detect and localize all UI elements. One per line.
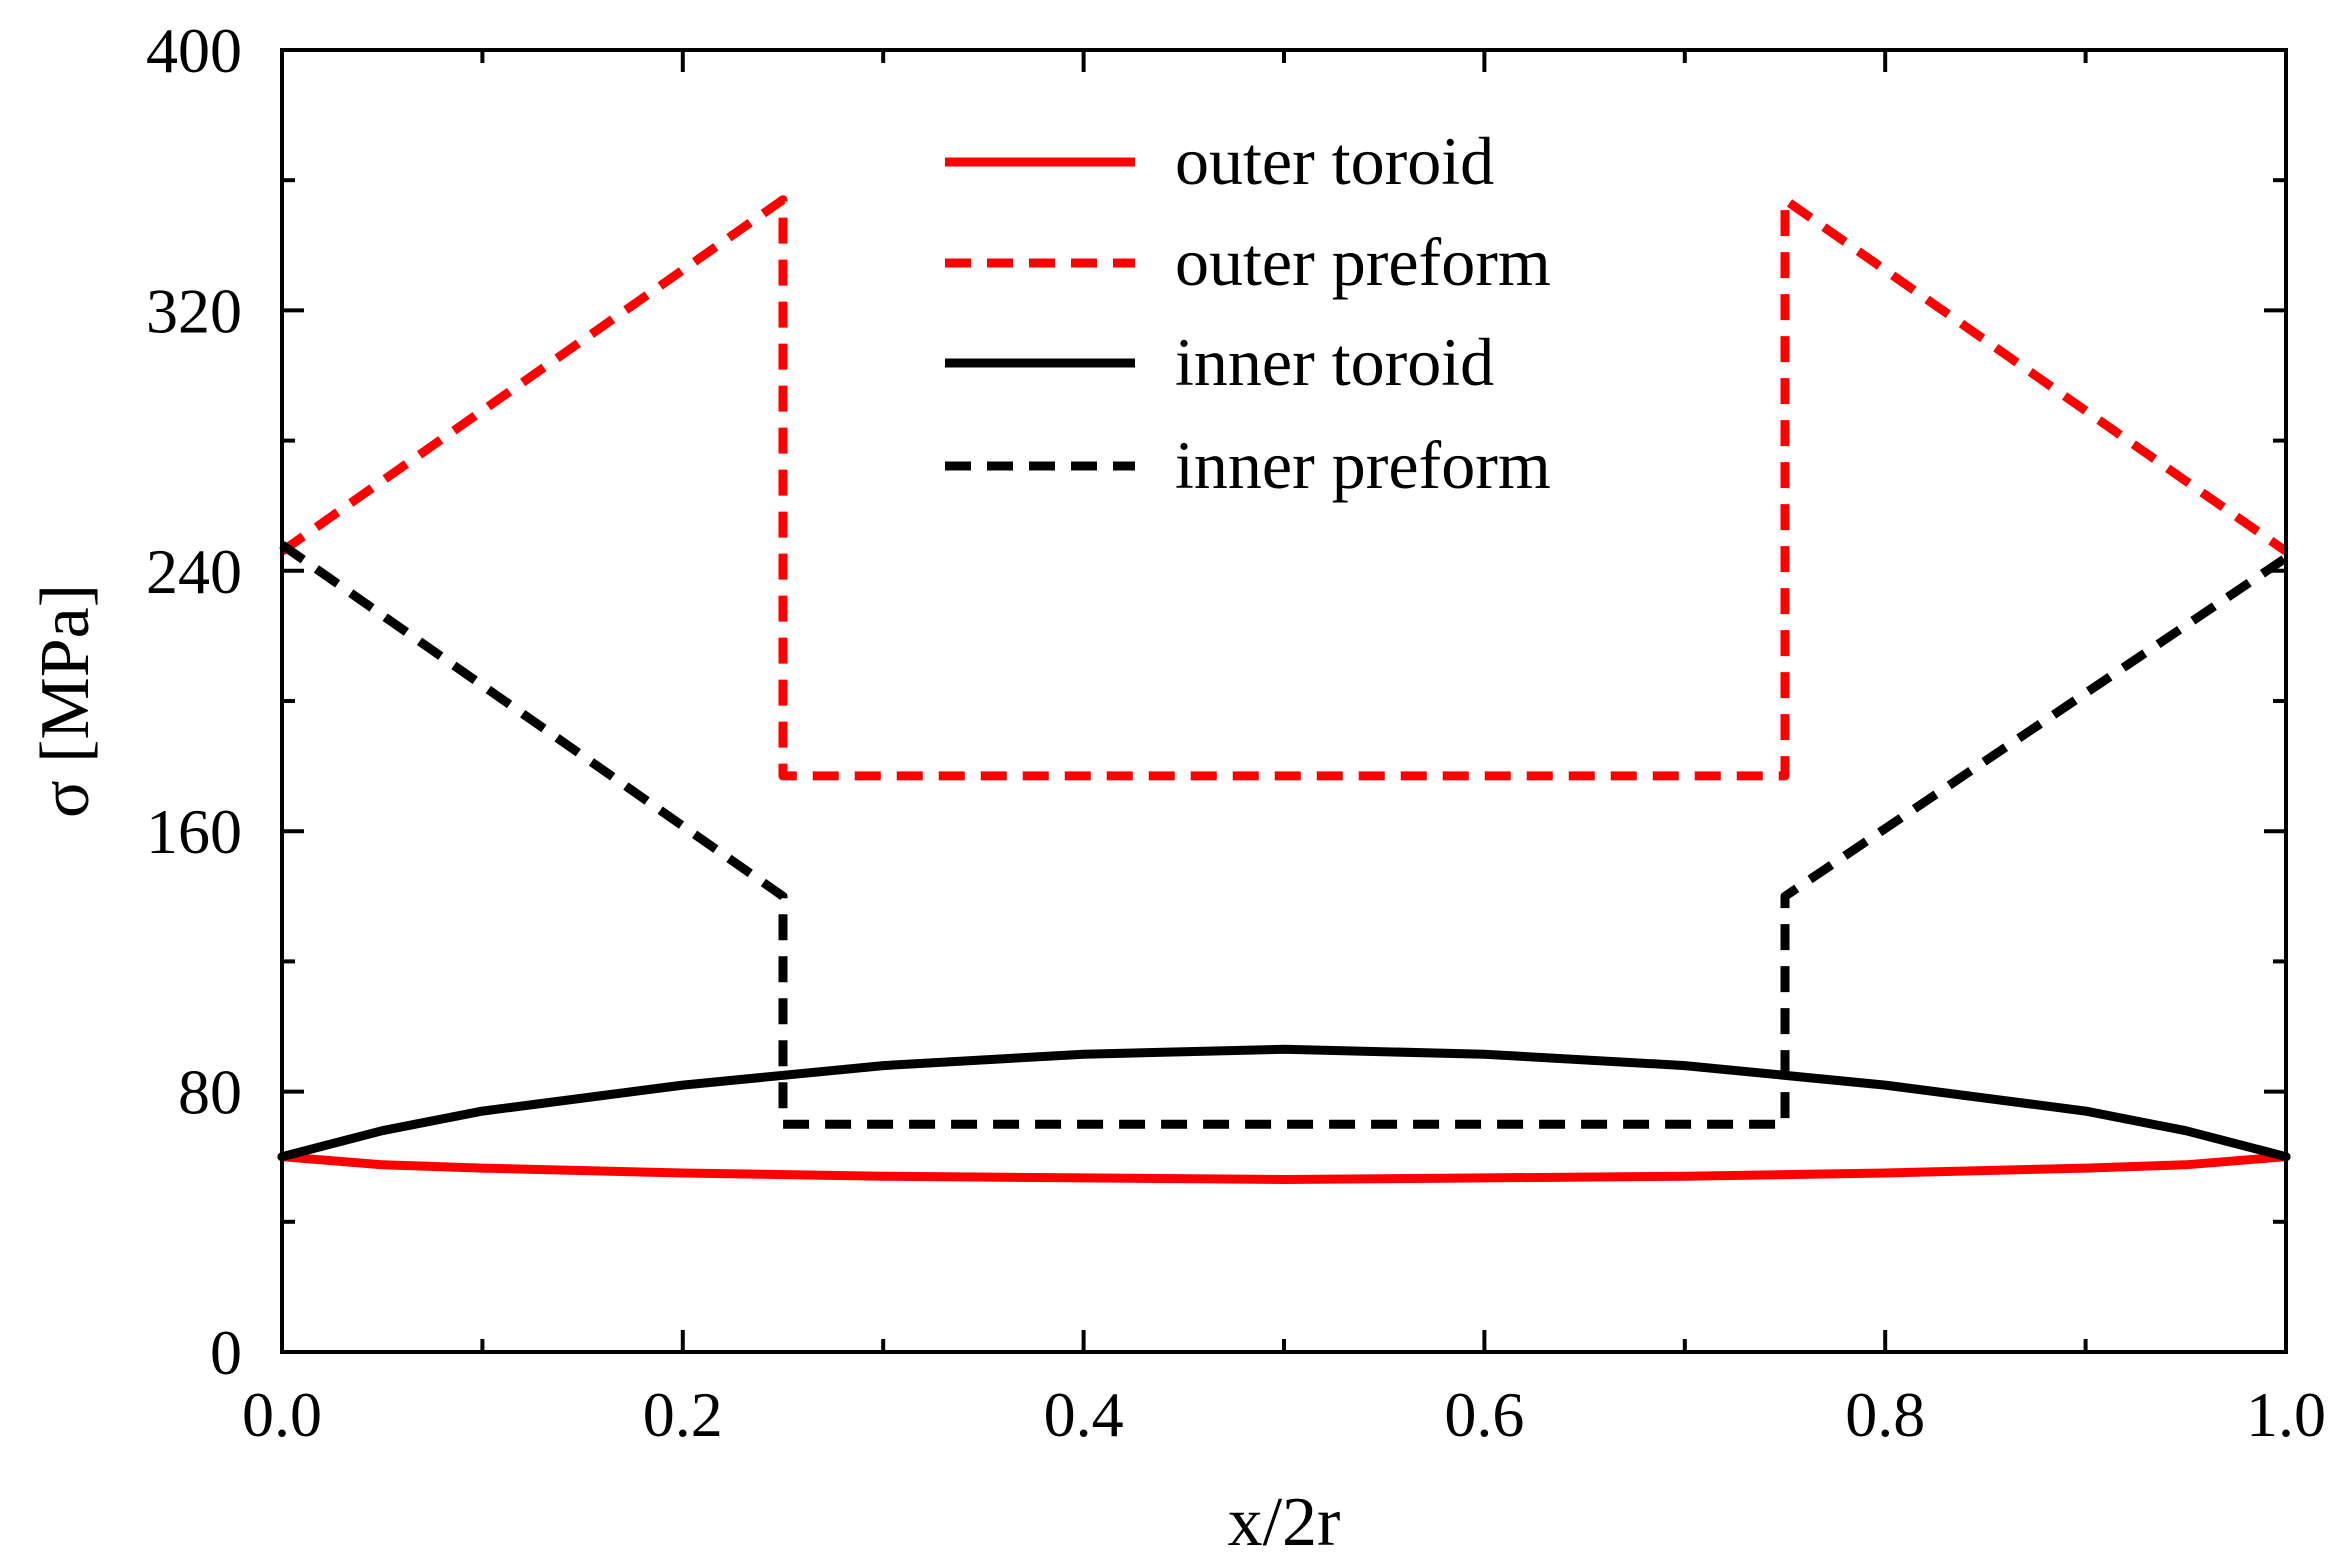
y-tick-label: 400 [146,15,242,86]
series-line-outer-toroid [277,1152,2291,1184]
x-tick-label: 0.2 [643,1379,723,1450]
legend-label-outer-preform: outer preform [1175,224,1551,300]
tick-labels-layer: 0.0 0.2 0.4 0.6 0.8 1.0 0 80 160 240 320 400 [146,15,2326,1450]
legend-label-inner-preform: inner preform [1175,427,1551,503]
series-line-outer-preform [279,195,2289,781]
y-tick-label: 0 [210,1317,242,1388]
series-layer [277,195,2291,1184]
x-tick-label: 0.0 [242,1379,322,1450]
y-tick-label: 240 [146,536,242,607]
legend: outer toroid outer preform inner toroid inn… [945,123,1551,503]
x-tick-label: 0.8 [1845,1379,1925,1450]
x-tick-label: 0.6 [1444,1379,1524,1450]
series-line-inner-toroid [277,1044,2291,1162]
legend-label-outer-toroid: outer toroid [1175,123,1494,199]
y-tick-label: 80 [178,1057,242,1128]
legend-label-inner-toroid: inner toroid [1175,324,1494,400]
y-axis-title: σ [MPa] [27,584,104,818]
y-tick-label: 320 [146,275,242,346]
x-axis-title: x/2r [1228,1484,1341,1561]
x-tick-label: 0.4 [1044,1379,1124,1450]
series-line-inner-preform [279,541,2289,1129]
y-tick-label: 160 [146,796,242,867]
x-tick-label: 1.0 [2246,1379,2326,1450]
ticks-layer [280,48,2288,1354]
